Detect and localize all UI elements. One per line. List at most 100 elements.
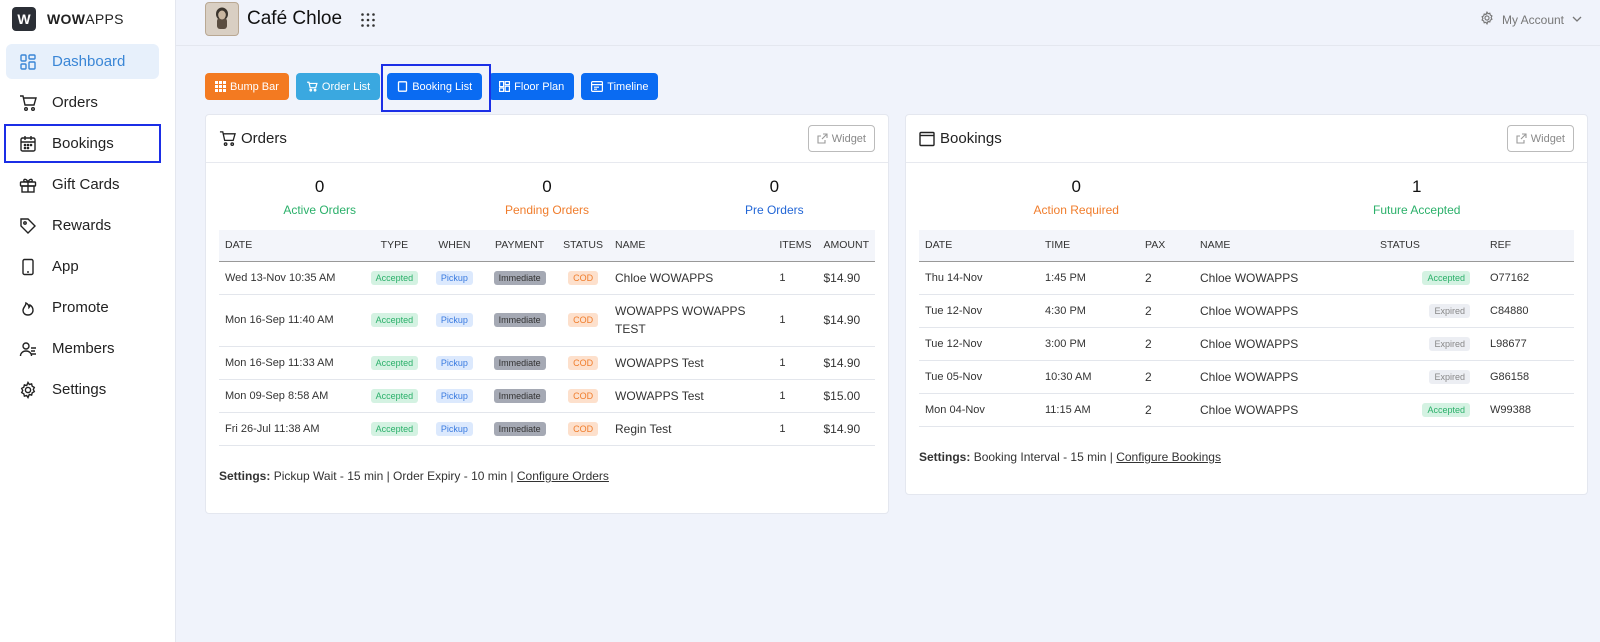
sidebar-item-orders[interactable]: Orders xyxy=(6,85,159,120)
bump-bar-label: Bump Bar xyxy=(230,80,279,93)
orders-table: DATE TYPE WHEN PAYMENT STATUS NAME ITEMS… xyxy=(219,230,875,446)
sidebar-item-label: Orders xyxy=(52,94,98,111)
order-when-cell: Pickup xyxy=(426,412,483,446)
chevron-down-icon xyxy=(1572,13,1582,27)
sidebar-item-settings[interactable]: Settings xyxy=(6,372,159,407)
order-type-cell: Accepted xyxy=(362,294,427,347)
table-row[interactable]: Tue 05-Nov 10:30 AM 2 Chloe WOWAPPS Expired G… xyxy=(919,360,1574,394)
stat-pre-orders[interactable]: 0 Pre Orders xyxy=(661,177,888,217)
sidebar-item-dashboard[interactable]: Dashboard xyxy=(6,44,159,79)
col-time[interactable]: TIME xyxy=(1039,230,1139,262)
bump-bar-button[interactable]: Bump Bar xyxy=(205,73,289,100)
stat-active-orders[interactable]: 0 Active Orders xyxy=(206,177,433,217)
booking-ref: C84880 xyxy=(1484,294,1574,328)
gift-icon xyxy=(18,175,38,195)
phone-icon xyxy=(18,257,38,277)
col-when[interactable]: WHEN xyxy=(426,230,483,262)
status-badge: COD xyxy=(568,313,599,327)
col-items[interactable]: ITEMS xyxy=(773,230,818,262)
booking-ref: W99388 xyxy=(1484,393,1574,427)
order-items: 1 xyxy=(773,294,818,347)
sidebar-item-members[interactable]: Members xyxy=(6,331,159,366)
status-badge: COD xyxy=(568,355,599,370)
when-badge: Pickup xyxy=(435,355,473,370)
table-row[interactable]: Tue 12-Nov 4:30 PM 2 Chloe WOWAPPS Expired C8… xyxy=(919,294,1574,328)
orders-table-header: DATE TYPE WHEN PAYMENT STATUS NAME ITEMS… xyxy=(219,230,875,262)
status-badge: COD xyxy=(568,388,599,403)
col-payment[interactable]: PAYMENT xyxy=(482,230,558,262)
window-icon xyxy=(919,131,935,146)
col-name[interactable]: NAME xyxy=(1194,230,1374,262)
stat-action-required[interactable]: 0 Action Required xyxy=(906,177,1247,217)
table-row[interactable]: Thu 14-Nov 1:45 PM 2 Chloe WOWAPPS Accepted O… xyxy=(919,261,1574,295)
payment-badge: Immediate xyxy=(493,388,546,403)
widget-label: Widget xyxy=(1530,132,1565,145)
floor-plan-button[interactable]: Floor Plan xyxy=(489,73,575,100)
booking-list-button[interactable]: Booking List xyxy=(387,73,483,100)
sidebar-item-label: Promote xyxy=(52,299,109,316)
table-row[interactable]: Wed 13-Nov 10:35 AM Accepted Pickup Immedia… xyxy=(219,261,875,295)
col-type[interactable]: TYPE xyxy=(362,230,427,262)
type-badge: Accepted xyxy=(370,355,419,370)
order-amount: $14.90 xyxy=(817,346,875,380)
table-row[interactable]: Mon 09-Sep 8:58 AM Accepted Pickup Immediat… xyxy=(219,379,875,413)
col-amount[interactable]: AMOUNT xyxy=(817,230,875,262)
order-amount: $15.00 xyxy=(817,379,875,413)
col-pax[interactable]: PAX xyxy=(1139,230,1194,262)
booking-ref: G86158 xyxy=(1484,360,1574,394)
payment-badge: Immediate xyxy=(493,421,546,436)
table-row[interactable]: Fri 26-Jul 11:38 AM Accepted Pickup Immedia… xyxy=(219,412,875,446)
widget-label: Widget xyxy=(831,132,866,145)
account-gear-icon xyxy=(1480,10,1494,28)
sidebar-item-app[interactable]: App xyxy=(6,249,159,284)
table-row[interactable]: Mon 04-Nov 11:15 AM 2 Chloe WOWAPPS Accepted… xyxy=(919,393,1574,427)
tag-icon xyxy=(18,216,38,236)
col-status[interactable]: STATUS xyxy=(557,230,610,262)
col-name[interactable]: NAME xyxy=(609,230,774,262)
brand-name-rest: APPS xyxy=(85,11,124,27)
order-name: Regin Test xyxy=(609,412,774,446)
booking-name: Chloe WOWAPPS xyxy=(1194,327,1374,361)
bookings-title-text: Bookings xyxy=(940,130,1002,147)
sidebar-item-label: Dashboard xyxy=(52,53,126,70)
sidebar-item-bookings[interactable]: Bookings xyxy=(4,124,161,163)
stat-label: Pending Orders xyxy=(504,202,590,217)
type-badge: Accepted xyxy=(370,313,419,327)
col-status[interactable]: STATUS xyxy=(1374,230,1484,262)
external-link-icon xyxy=(1516,133,1527,144)
sidebar-item-rewards[interactable]: Rewards xyxy=(6,208,159,243)
order-list-button[interactable]: Order List xyxy=(295,73,381,100)
type-badge: Accepted xyxy=(370,421,419,436)
bookings-settings: Settings: Booking Interval - 15 min | Co… xyxy=(919,450,1221,464)
order-status-cell: COD xyxy=(557,379,610,413)
orders-widget-button[interactable]: Widget xyxy=(807,125,875,152)
booking-pax: 2 xyxy=(1139,327,1194,361)
stat-future-accepted[interactable]: 1 Future Accepted xyxy=(1247,177,1588,217)
col-date[interactable]: DATE xyxy=(219,230,363,262)
sidebar-item-promote[interactable]: Promote xyxy=(6,290,159,325)
order-payment-cell: Immediate xyxy=(482,261,558,295)
booking-name: Chloe WOWAPPS xyxy=(1194,360,1374,394)
stat-pending-orders[interactable]: 0 Pending Orders xyxy=(433,177,660,217)
brand[interactable]: W WOWAPPS xyxy=(0,0,175,38)
col-date[interactable]: DATE xyxy=(919,230,1039,262)
status-badge: COD xyxy=(568,421,599,436)
timeline-button[interactable]: Timeline xyxy=(581,73,659,100)
table-row[interactable]: Mon 16-Sep 11:40 AM Accepted Pickup Immedia… xyxy=(219,294,875,347)
booking-name: Chloe WOWAPPS xyxy=(1194,393,1374,427)
table-row[interactable]: Tue 12-Nov 3:00 PM 2 Chloe WOWAPPS Expired L9… xyxy=(919,327,1574,361)
settings-text: Pickup Wait - 15 min | Order Expiry - 10… xyxy=(273,469,514,483)
bookings-widget-button[interactable]: Widget xyxy=(1506,125,1574,152)
sidebar-item-gift-cards[interactable]: Gift Cards xyxy=(6,167,159,202)
apps-grid-icon[interactable] xyxy=(360,12,376,33)
configure-bookings-link[interactable]: Configure Bookings xyxy=(1116,450,1221,464)
configure-orders-link[interactable]: Configure Orders xyxy=(516,469,609,483)
floor-plan-icon xyxy=(499,81,511,92)
order-payment-cell: Immediate xyxy=(482,412,558,446)
sidebar: W WOWAPPS Dashboard Orders Bookings Gif xyxy=(0,0,176,642)
orders-card-title: Orders xyxy=(219,130,287,147)
table-row[interactable]: Mon 16-Sep 11:33 AM Accepted Pickup Immedia… xyxy=(219,346,875,380)
col-ref[interactable]: REF xyxy=(1484,230,1574,262)
booking-status-cell: Expired xyxy=(1374,327,1484,361)
my-account-menu[interactable]: My Account xyxy=(1480,10,1582,28)
